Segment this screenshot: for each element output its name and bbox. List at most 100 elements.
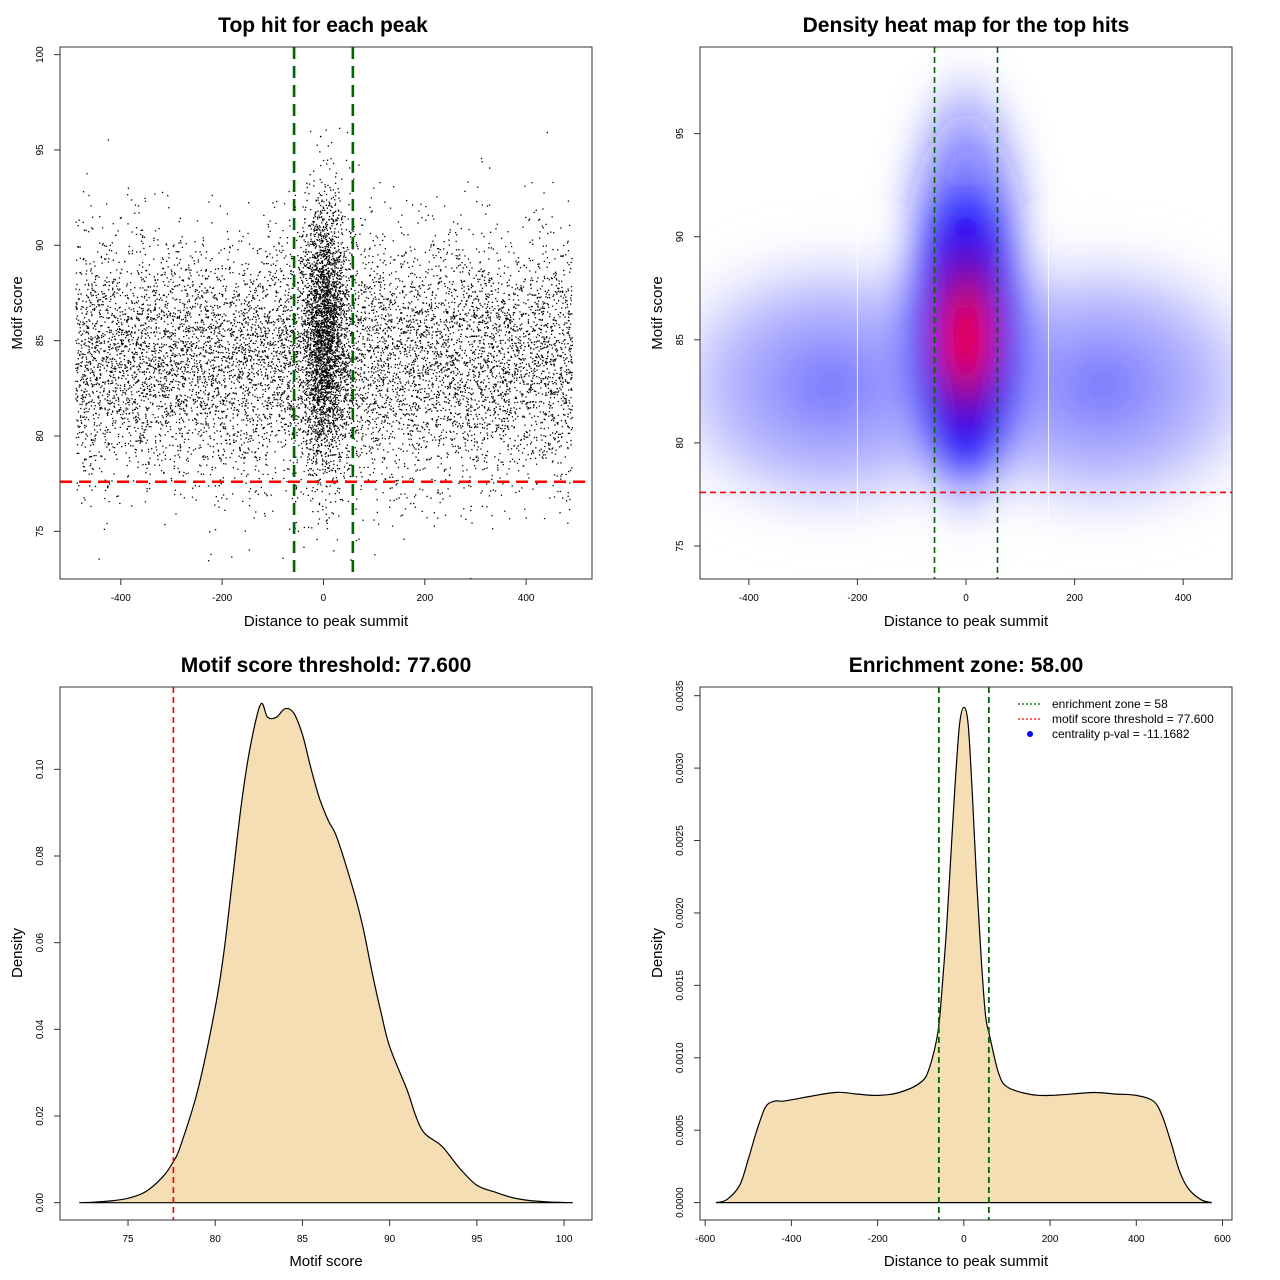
scatter-point (512, 329, 514, 331)
scatter-point (177, 404, 179, 406)
scatter-point (458, 323, 461, 325)
scatter-point (453, 311, 455, 313)
scatter-point (481, 391, 483, 393)
scatter-point (112, 376, 114, 379)
scatter-point (493, 408, 496, 410)
scatter-point (542, 359, 544, 361)
scatter-point (127, 475, 130, 477)
scatter-point (185, 473, 187, 475)
scatter-point (288, 396, 290, 398)
scatter-point (179, 444, 181, 446)
scatter-point (443, 283, 446, 285)
scatter-point (550, 414, 552, 416)
scatter-point (137, 317, 139, 319)
scatter-point (77, 246, 79, 248)
scatter-point (112, 333, 114, 335)
scatter-point (504, 418, 506, 420)
scatter-point (139, 358, 141, 360)
scatter-point (447, 376, 449, 378)
scatter-point (417, 430, 419, 432)
scatter-point (442, 443, 445, 446)
scatter-point (504, 342, 506, 344)
scatter-point (216, 327, 218, 329)
scatter-point (299, 261, 302, 263)
scatter-point (418, 313, 420, 315)
scatter-point (160, 362, 162, 365)
scatter-point (344, 328, 346, 330)
scatter-point (568, 328, 570, 330)
scatter-point (446, 251, 448, 253)
scatter-point (477, 459, 479, 461)
scatter-point (502, 307, 504, 309)
scatter-point (513, 293, 515, 296)
scatter-point (360, 485, 363, 487)
scatter-point (169, 405, 171, 407)
scatter-point (197, 433, 199, 435)
scatter-point (141, 371, 143, 373)
scatter-point (521, 344, 523, 346)
scatter-point (249, 279, 251, 281)
scatter-point (254, 298, 256, 300)
scatter-point (261, 307, 263, 309)
scatter-point (257, 274, 259, 277)
scatter-point (476, 460, 478, 462)
scatter-point (183, 497, 185, 499)
scatter-point (298, 389, 300, 391)
scatter-point (430, 319, 432, 322)
scatter-point (381, 434, 383, 436)
scatter-point (419, 264, 421, 266)
scatter-point (507, 426, 509, 429)
scatter-point (568, 509, 571, 511)
scatter-point (201, 330, 203, 332)
scatter-point (477, 407, 479, 409)
scatter-point (438, 442, 440, 444)
scatter-point (142, 434, 144, 436)
scatter-point (87, 384, 89, 386)
scatter-point (360, 367, 362, 369)
scatter-point (388, 315, 390, 317)
scatter-point (310, 350, 312, 352)
scatter-point (211, 327, 213, 329)
scatter-point (175, 341, 177, 343)
scatter-point (567, 333, 569, 335)
scatter-point (234, 441, 236, 443)
scatter-point (252, 297, 254, 300)
scatter-point (554, 336, 556, 338)
scatter-point (477, 457, 479, 459)
scatter-point (278, 306, 280, 308)
scatter-point (355, 400, 357, 402)
scatter-point (324, 385, 327, 387)
scatter-point (170, 364, 172, 366)
scatter-point (566, 441, 568, 443)
scatter-point (86, 173, 88, 175)
scatter-point (468, 484, 470, 487)
scatter-point (248, 378, 251, 380)
scatter-point (531, 451, 534, 453)
scatter-point (498, 326, 500, 328)
scatter-point (567, 405, 569, 407)
scatter-point (561, 286, 563, 289)
scatter-point (399, 361, 402, 363)
scatter-point (419, 372, 421, 374)
scatter-point (548, 294, 550, 296)
scatter-point (507, 428, 510, 430)
scatter-point (321, 460, 324, 462)
scatter-point (303, 437, 305, 439)
scatter-point (373, 350, 375, 353)
scatter-point (567, 343, 569, 345)
scatter-point (475, 248, 478, 250)
scatter-point (116, 350, 118, 352)
scatter-point (369, 286, 371, 288)
scatter-point (355, 539, 358, 542)
scatter-point (425, 271, 427, 273)
scatter-point (443, 339, 445, 341)
scatter-point (171, 381, 173, 383)
scatter-point (121, 423, 124, 425)
scatter-point (280, 353, 282, 355)
scatter-point (488, 381, 490, 384)
scatter-point (455, 289, 457, 291)
scatter-point (421, 313, 423, 315)
scatter-point (483, 400, 485, 403)
scatter-point (415, 356, 418, 358)
scatter-point (544, 454, 546, 456)
